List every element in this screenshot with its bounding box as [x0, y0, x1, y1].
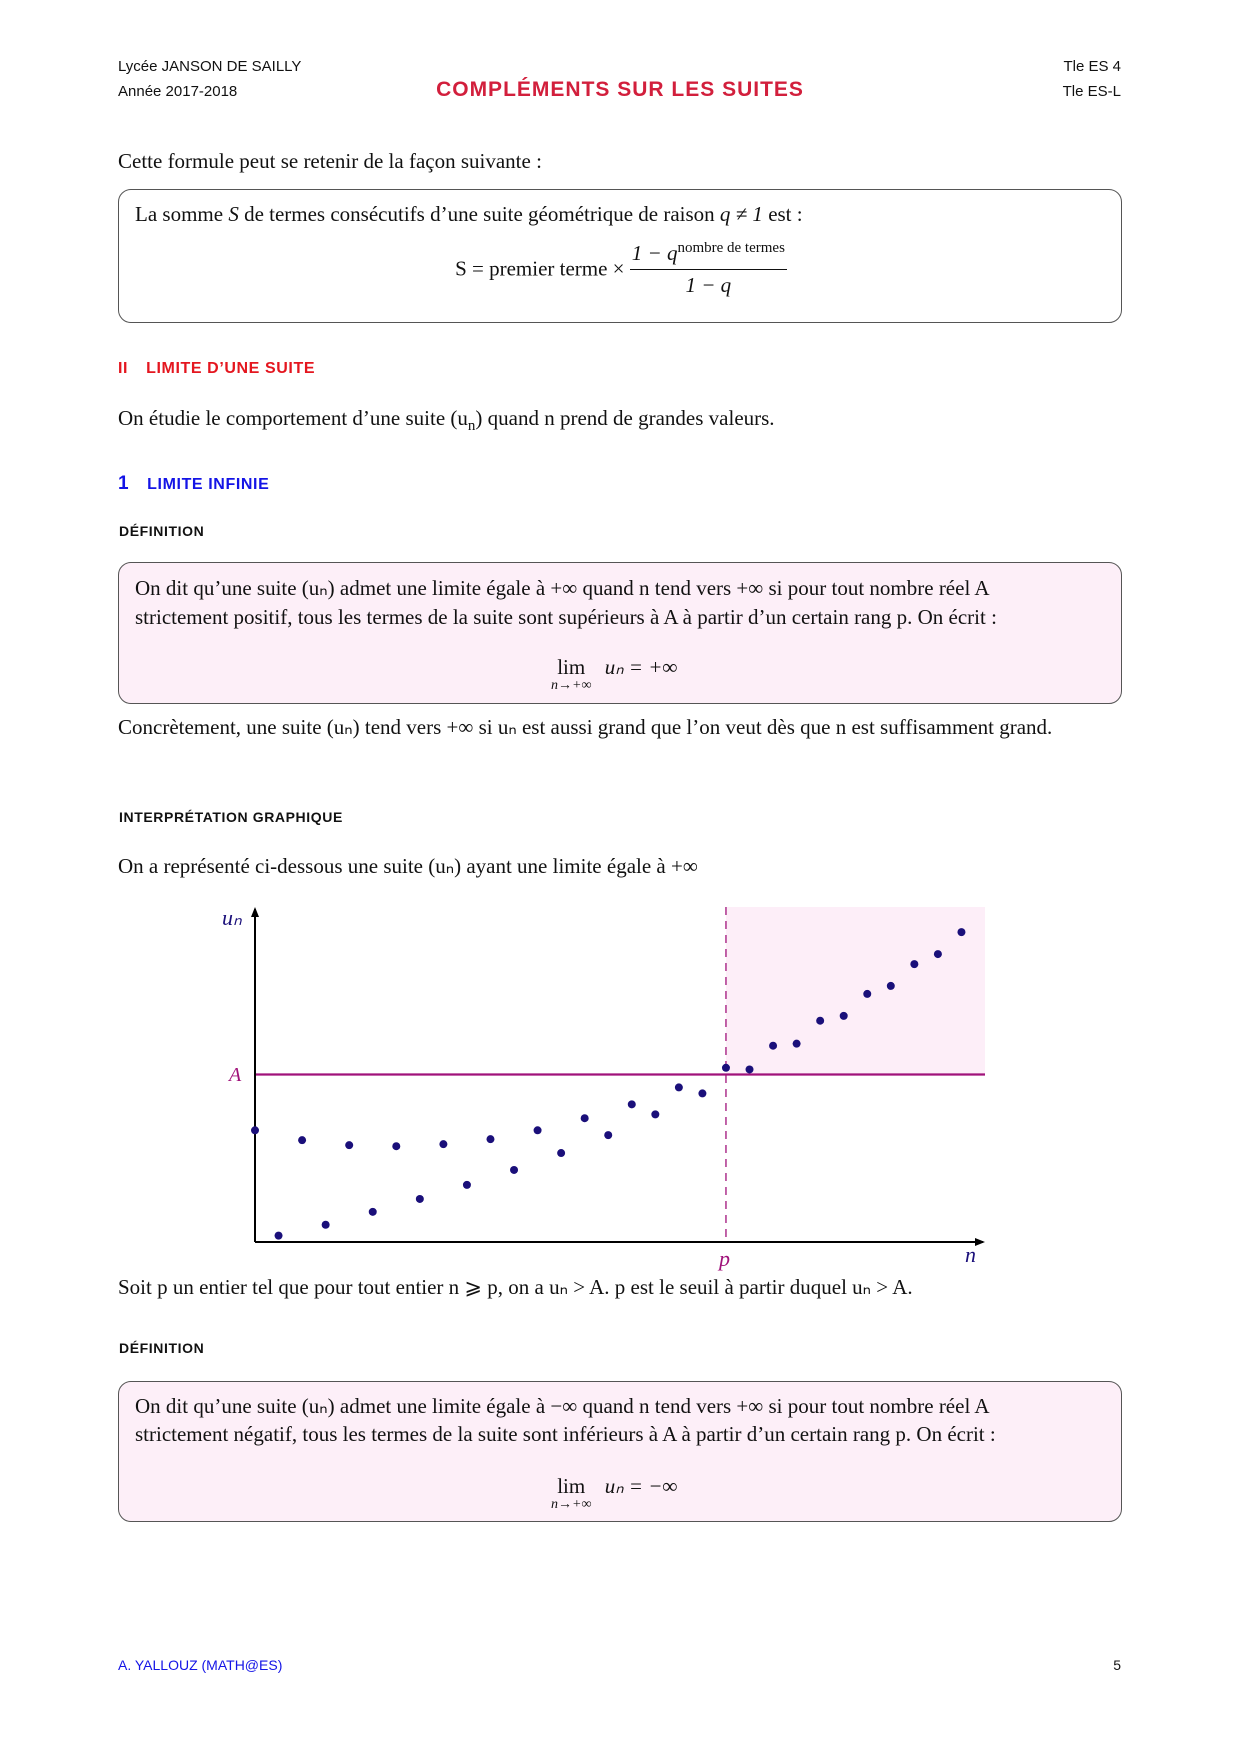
definition-line-2: strictement négatif, tous les termes de …	[135, 1422, 996, 1446]
data-point	[439, 1140, 448, 1149]
page-title: COMPLÉMENTS SUR LES SUITES	[436, 78, 804, 101]
definition-box-minus-infinity: On dit qu’une suite (uₙ) admet une limit…	[118, 1381, 1122, 1522]
data-point	[368, 1207, 377, 1216]
data-point	[274, 1231, 283, 1240]
rank-label: p	[717, 1246, 730, 1271]
data-point	[251, 1126, 259, 1135]
data-point	[957, 928, 966, 937]
section-intro: On étudie le comportement d’une suite (u…	[118, 406, 775, 435]
data-point	[651, 1110, 660, 1119]
school-name: Lycée JANSON DE SAILLY	[118, 58, 302, 75]
definition-line-1: On dit qu’une suite (uₙ) admet une limit…	[135, 576, 990, 600]
data-point	[933, 950, 942, 959]
class-label-1: Tle ES 4	[1063, 58, 1121, 75]
definition-label-1: DÉFINITION	[119, 523, 205, 539]
data-point	[816, 1016, 825, 1025]
sequence-chart: uₙ n A p	[222, 905, 985, 1271]
data-point	[557, 1149, 566, 1158]
intro-text: Cette formule peut se retenir de la faço…	[118, 149, 542, 173]
definition-label-2: DÉFINITION	[119, 1340, 205, 1356]
limit-formula: lim n→+∞ uₙ = +∞	[551, 655, 678, 693]
data-point	[321, 1220, 330, 1229]
data-point	[745, 1065, 754, 1074]
definition-box-plus-infinity: On dit qu’une suite (uₙ) admet une limit…	[118, 562, 1122, 704]
sum-formula: S = premier terme × 1 − qnombre de terme…	[455, 240, 787, 297]
definition-line-1: On dit qu’une suite (uₙ) admet une limit…	[135, 1394, 990, 1418]
data-point	[580, 1114, 589, 1123]
formula-statement: La somme S de termes consécutifs d’une s…	[135, 202, 803, 226]
footer-author: A. YALLOUZ (MATH@ES)	[118, 1657, 283, 1673]
data-point	[839, 1011, 848, 1020]
threshold-label: A	[227, 1064, 242, 1086]
data-point	[792, 1039, 801, 1048]
data-point	[604, 1131, 613, 1140]
subsection-heading-limite-infinie: 1 LIMITE INFINIE	[118, 473, 270, 494]
data-point	[533, 1126, 542, 1135]
data-point	[298, 1136, 307, 1145]
data-point	[627, 1100, 636, 1109]
y-axis-label: uₙ	[222, 905, 242, 930]
data-point	[345, 1141, 354, 1150]
data-point	[698, 1089, 707, 1098]
data-point	[462, 1180, 471, 1189]
interpretation-label: INTERPRÉTATION GRAPHIQUE	[119, 809, 343, 825]
data-point	[769, 1041, 778, 1050]
data-point	[863, 989, 872, 998]
definition-line-2: strictement positif, tous les termes de …	[135, 605, 997, 629]
data-point	[674, 1083, 683, 1092]
data-point	[721, 1063, 730, 1072]
interpretation-text: On a représenté ci-dessous une suite (uₙ…	[118, 854, 698, 878]
school-year: Année 2017-2018	[118, 83, 238, 100]
shaded-region	[725, 907, 985, 1075]
data-point	[415, 1194, 424, 1203]
fraction: 1 − qnombre de termes 1 − q	[629, 240, 787, 297]
data-point	[910, 960, 919, 969]
x-axis-arrow	[975, 1238, 985, 1246]
y-axis-arrow	[251, 907, 259, 917]
concretement-paragraph: Concrètement, une suite (uₙ) tend vers +…	[118, 715, 1053, 739]
data-point	[886, 981, 895, 990]
data-point	[510, 1165, 519, 1174]
formula-box: La somme S de termes consécutifs d’une s…	[118, 189, 1122, 323]
class-label-2: Tle ES-L	[1062, 83, 1121, 100]
limit-formula: lim n→+∞ uₙ = −∞	[551, 1474, 678, 1512]
threshold-explanation: Soit p un entier tel que pour tout entie…	[118, 1275, 913, 1299]
data-point	[392, 1142, 401, 1151]
section-heading-limite: II LIMITE D’UNE SUITE	[118, 360, 316, 377]
page-number: 5	[1113, 1657, 1121, 1673]
x-axis-label: n	[965, 1242, 976, 1267]
data-point	[486, 1135, 495, 1144]
